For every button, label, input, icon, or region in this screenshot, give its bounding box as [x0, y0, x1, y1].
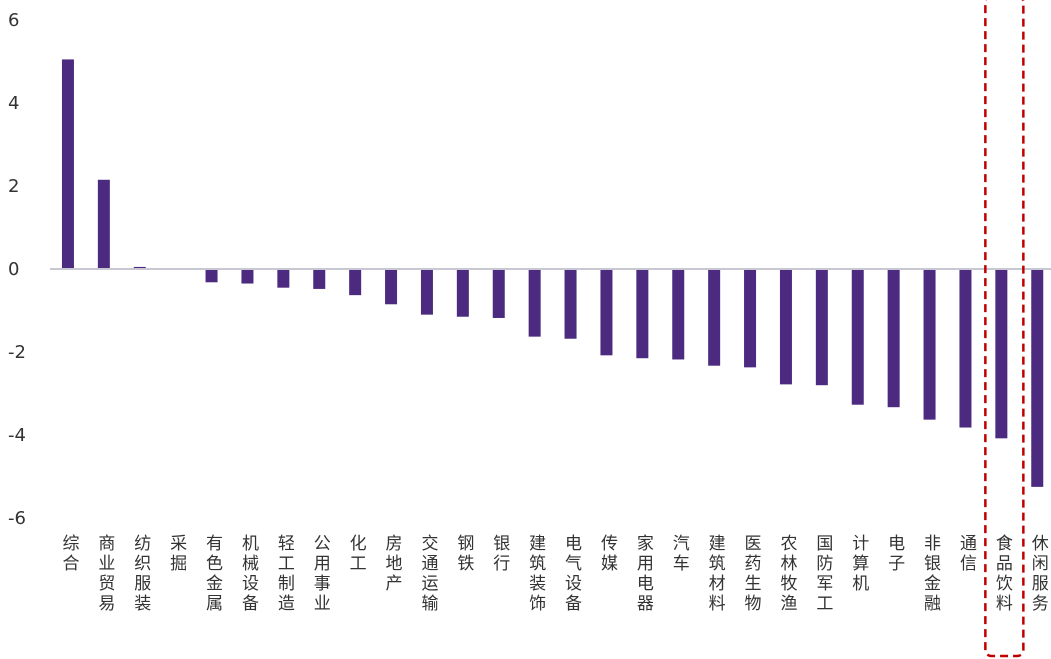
bar	[744, 269, 757, 368]
bar	[133, 266, 146, 269]
category-label: 医药生物	[745, 534, 762, 614]
category-label: 银行	[493, 534, 510, 574]
category-label: 通信	[960, 534, 977, 574]
bars	[61, 59, 1044, 487]
bar	[887, 269, 900, 408]
y-tick-label: -4	[8, 425, 26, 446]
category-label: 采掘	[170, 534, 187, 574]
bar	[241, 269, 254, 284]
bar	[779, 269, 792, 385]
category-label: 建筑装饰	[529, 534, 546, 614]
bar	[995, 269, 1008, 439]
category-labels: 综合 商业贸易 纺织服装 采掘 有色金属 机械设备 轻工制造 公用事业 化工 房地产 交通运输 钢铁银…	[62, 534, 1048, 614]
bar	[1031, 269, 1044, 487]
y-tick-label: -6	[8, 508, 26, 529]
category-label: 房地产	[386, 534, 403, 594]
bar	[97, 179, 110, 269]
category-label: 计算机	[852, 534, 869, 594]
bar	[672, 269, 685, 360]
category-label: 汽车	[673, 534, 690, 574]
category-label: 国防军工	[816, 534, 833, 614]
bar	[708, 269, 721, 366]
bar	[349, 269, 362, 296]
bar	[851, 269, 864, 405]
highlight-box	[984, 0, 1025, 658]
category-label: 纺织服装	[134, 534, 151, 614]
bar	[277, 269, 290, 288]
category-label: 商业贸易	[98, 534, 115, 614]
bar	[959, 269, 972, 428]
bar	[456, 269, 469, 317]
category-label: 食品饮料	[996, 534, 1013, 614]
bar	[61, 59, 74, 269]
category-label: 建筑材料	[709, 534, 726, 614]
bar	[492, 269, 505, 318]
category-label: 电子	[888, 534, 905, 574]
y-tick-label: -2	[8, 342, 26, 363]
category-label: 轻工制造	[278, 534, 295, 614]
category-label: 传媒	[601, 534, 618, 574]
bar	[923, 269, 936, 420]
bar	[313, 269, 326, 289]
category-label: 化工	[350, 534, 367, 574]
category-label: 休闲服务	[1032, 534, 1049, 614]
bar	[420, 269, 433, 315]
y-axis-ticks: 6 4 2 0 -2 -4 -6	[8, 10, 26, 529]
bar	[205, 269, 218, 283]
bar	[528, 269, 541, 337]
bar	[564, 269, 577, 339]
bar	[815, 269, 828, 386]
y-tick-label: 6	[8, 10, 19, 31]
category-label: 机械设备	[242, 534, 259, 614]
y-tick-label: 4	[8, 93, 19, 114]
y-tick-label: 2	[8, 176, 19, 197]
category-label: 公用事业	[314, 534, 331, 614]
category-label: 有色金属	[206, 534, 223, 614]
bar	[636, 269, 649, 359]
category-label: 家用电器	[637, 534, 654, 614]
category-label: 电气设备	[565, 534, 582, 614]
category-label: 农林牧渔	[780, 534, 797, 614]
y-tick-label: 0	[8, 259, 19, 280]
category-label: 交通运输	[421, 534, 438, 614]
category-label: 钢铁	[457, 534, 474, 574]
category-label: 非银金融	[924, 534, 941, 614]
category-label: 综合	[62, 534, 79, 574]
bar	[600, 269, 613, 356]
bar	[385, 269, 398, 305]
